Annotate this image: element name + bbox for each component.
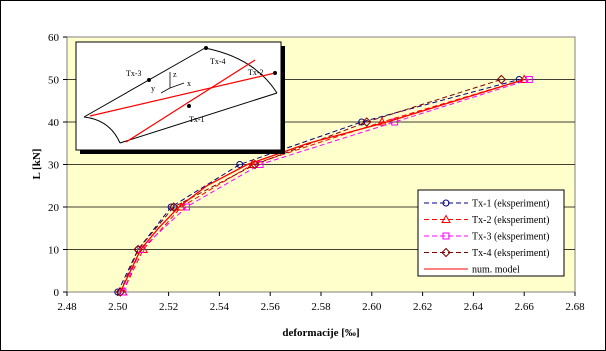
data-point	[182, 203, 190, 211]
y-tick-label: 30	[48, 160, 60, 172]
inset-axis-x	[169, 82, 185, 89]
x-tick-label: 2.54	[210, 301, 230, 313]
legend-label: Tx-2 (eksperiment)	[472, 215, 549, 226]
legend-marker	[441, 214, 451, 223]
x-tick-labels: 2.48 2.50 2.52 2.54 2.56 2.58 2.60 2.62 2.64 2.66…	[57, 292, 585, 313]
inset-gauge-tx2	[273, 71, 277, 75]
x-tick-label: 2.64	[464, 301, 484, 313]
inset-axis-y	[160, 87, 171, 94]
x-tick-label: 2.62	[413, 301, 432, 313]
data-point	[256, 161, 264, 168]
series-line	[119, 78, 525, 293]
inset-axis-label-x: x	[187, 79, 191, 88]
data-point	[119, 288, 127, 296]
x-tick-label: 2.66	[515, 301, 535, 313]
series-3	[119, 76, 533, 296]
inset-label-tx3: Tx-3	[126, 69, 142, 78]
inset-label-tx4: Tx-4	[210, 57, 226, 66]
series-5	[119, 78, 525, 293]
inset-diagram: Tx-3 Tx-4 Tx-2 Tx-1 z y x	[75, 41, 285, 154]
inset-label-tx2: Tx-2	[248, 68, 264, 77]
inset-plate-back-edge	[83, 47, 206, 118]
inset-plate-front-edge	[119, 92, 278, 144]
legend-item-1: Tx-1 (eksperiment)	[424, 199, 549, 210]
series-layer	[114, 74, 533, 297]
data-point	[496, 74, 507, 85]
legend-item-5: num. model	[424, 265, 520, 276]
legend-label: Tx-4 (eksperiment)	[472, 248, 549, 259]
y-tick-labels: 0 10 20 30 40 50 60	[48, 32, 67, 299]
data-point	[115, 287, 126, 297]
y-tick-label: 40	[48, 117, 60, 129]
y-tick-label: 10	[48, 245, 60, 257]
y-axis-title: L [kN]	[31, 149, 43, 180]
legend-label: Tx-1 (eksperiment)	[472, 199, 549, 210]
x-tick-label: 2.60	[362, 301, 382, 313]
data-point	[168, 202, 179, 212]
legend-marker	[442, 232, 450, 240]
inset-gauge-tx1	[187, 104, 191, 108]
inset-axis-label-y: y	[151, 84, 155, 93]
inset-gauge-tx4	[204, 46, 208, 50]
data-point	[358, 118, 366, 126]
legend-marker	[441, 247, 451, 258]
inset-gauge-tx3	[147, 78, 151, 82]
series-line	[122, 79, 525, 293]
y-tick-label: 50	[48, 75, 60, 87]
x-tick-label: 2.68	[565, 301, 585, 313]
x-tick-label: 2.50	[108, 301, 128, 313]
legend-label: Tx-3 (eksperiment)	[472, 232, 549, 243]
data-point	[525, 76, 533, 83]
legend-label: num. model	[472, 265, 520, 276]
x-tick-label: 2.52	[159, 301, 178, 313]
series-line	[117, 79, 520, 293]
series-4	[115, 74, 507, 297]
y-tick-label: 20	[48, 202, 60, 214]
y-tick-label: 60	[48, 32, 60, 44]
legend-item-4: Tx-4 (eksperiment)	[424, 247, 549, 259]
inset-red-line-lower	[125, 59, 256, 143]
inset-label-tx1: Tx-1	[189, 115, 205, 124]
data-point	[362, 117, 372, 127]
series-line	[119, 79, 502, 293]
legend: Tx-1 (eksperiment) Tx-2 (eksperiment) Tx-3…	[417, 189, 565, 277]
inset-red-line-upper	[89, 72, 276, 117]
data-point	[236, 161, 244, 168]
x-tick-label: 2.48	[57, 301, 77, 313]
legend-item-3: Tx-3 (eksperiment)	[424, 232, 549, 243]
legend-box	[417, 189, 565, 277]
data-point	[377, 116, 387, 126]
x-tick-label: 2.56	[261, 301, 281, 313]
legend-item-2: Tx-2 (eksperiment)	[424, 214, 549, 226]
y-tick-label: 0	[54, 287, 60, 299]
x-tick-label: 2.58	[311, 301, 331, 313]
x-axis-title: deformacije [‰]	[282, 327, 359, 339]
inset-axis-label-z: z	[173, 70, 177, 79]
legend-marker	[442, 199, 450, 207]
inset-plate-curve-bottom	[83, 116, 121, 144]
